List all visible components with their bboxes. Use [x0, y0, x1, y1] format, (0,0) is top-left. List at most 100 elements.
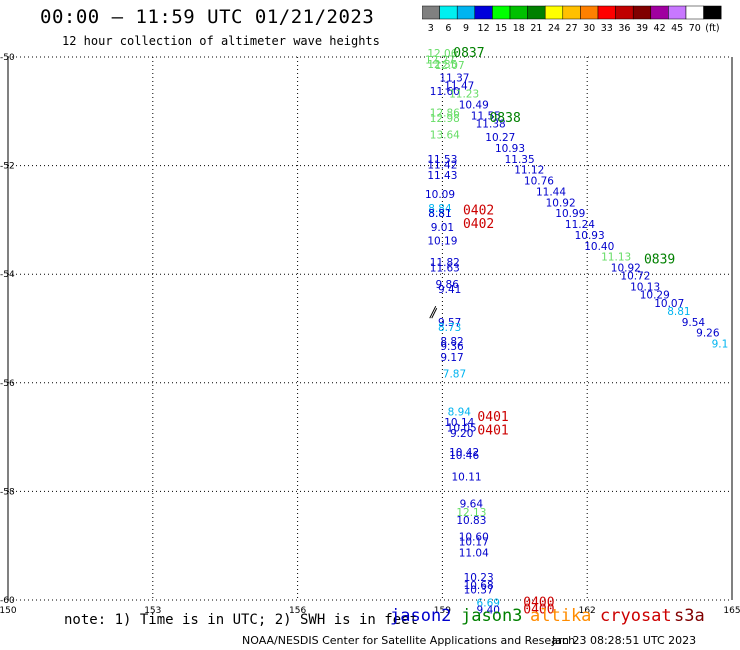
wave-height-point: 10.49: [459, 100, 489, 112]
pass-time-label: 0839: [644, 252, 675, 267]
wave-height-point: 10.23: [464, 572, 494, 584]
wave-height-point: 9.20: [450, 428, 473, 440]
wave-height-point: 10.60: [459, 531, 489, 543]
wave-height-point: 12.35: [427, 59, 457, 71]
y-tick-label: -56: [0, 379, 15, 389]
color-scale-label: 15: [495, 23, 507, 34]
wave-height-point: 9.40: [477, 605, 500, 617]
legend-jason2: jason2: [390, 606, 452, 626]
color-scale-label: 27: [566, 23, 578, 34]
x-tick-label: 162: [579, 606, 596, 616]
color-scale-label: 21: [530, 23, 542, 34]
pass-time-label: 0401: [477, 410, 508, 425]
wave-height-point: 10.92: [546, 197, 576, 209]
wave-height-point: 10.14: [444, 417, 474, 429]
pass-time-label: 0837: [453, 46, 484, 61]
wave-height-point: 10.68: [464, 580, 494, 592]
wave-height-point: 8.81: [428, 208, 451, 220]
wave-height-point: 11.44: [536, 186, 566, 198]
wave-height-point: 12.86: [430, 108, 460, 120]
color-scale-label: (ft): [705, 23, 719, 34]
wave-height-point: 10.42: [449, 447, 479, 459]
color-swatch: [703, 5, 722, 20]
wave-height-point: 8.81: [667, 306, 690, 318]
color-scale-label: 33: [601, 23, 613, 34]
wave-height-point: 10.19: [427, 235, 457, 247]
wave-height-point: 10.83: [456, 515, 486, 527]
color-scale-label: 42: [654, 23, 666, 34]
wave-height-point: 9.1: [712, 339, 729, 351]
wave-height-point: 11.82: [430, 257, 460, 269]
wave-height-point: 11.53: [427, 154, 457, 166]
wave-height-point: 9.36: [440, 341, 464, 353]
wave-height-point: 11.63: [430, 262, 460, 274]
y-tick-label: -54: [0, 270, 15, 280]
pass-time-label: 0401: [477, 423, 508, 438]
wave-height-point: 10.92: [611, 262, 641, 274]
wave-height-point: 9.17: [440, 352, 463, 364]
legend-s3a: s3a: [674, 606, 705, 626]
credit-line: NOAA/NESDIS Center for Satellite Applica…: [242, 634, 576, 647]
wave-height-point: 10.76: [524, 176, 554, 188]
wave-height-point: 10.07: [654, 298, 684, 310]
wave-height-point: 11.04: [459, 548, 489, 560]
wave-height-point: 9.41: [438, 284, 461, 296]
wave-height-point: 10.09: [425, 189, 455, 201]
color-scale-label: 12: [478, 23, 490, 34]
footer-note: note: 1) Time is in UTC; 2) SWH is in fe…: [64, 612, 419, 628]
wave-height-point: 12.13: [456, 507, 486, 519]
wave-height-point: 6.69: [477, 598, 500, 610]
legend-jason3: jason3: [461, 606, 523, 626]
wave-height-point: 12.98: [430, 113, 460, 125]
wave-height-point: 10.05: [447, 423, 477, 435]
wave-height-point: 10.72: [620, 271, 650, 283]
wave-height-point: 8.73: [438, 322, 461, 334]
wave-height-point: 11.42: [427, 159, 457, 171]
y-tick-label: -60: [0, 596, 15, 606]
color-scale-label: 6: [445, 23, 451, 34]
color-scale-label: 39: [636, 23, 648, 34]
chart-subtitle: 12 hour collection of altimeter wave hei…: [62, 34, 380, 48]
wave-height-point: 11.13: [601, 252, 631, 264]
wave-height-point: 11.60: [430, 86, 460, 98]
wave-height-point: 10.13: [630, 281, 660, 293]
y-tick-label: -50: [0, 53, 15, 63]
wave-height-point: 11.43: [427, 170, 457, 182]
wave-height-point: 11.35: [505, 154, 535, 166]
wave-height-point: 10.29: [640, 290, 670, 302]
y-tick-label: -52: [0, 162, 15, 172]
wave-height-point: 11.38: [476, 119, 506, 131]
wave-height-point: 9.57: [438, 317, 461, 329]
wave-height-point: 11.55: [471, 110, 501, 122]
wave-height-point: 11.47: [444, 81, 474, 93]
x-tick-label: 153: [144, 606, 161, 616]
wave-height-point: 12.07: [435, 60, 465, 72]
wave-height-point: 13.64: [430, 129, 460, 141]
x-tick-label: 150: [0, 606, 17, 616]
legend-altika: altika: [530, 606, 592, 626]
wave-height-point: 9.54: [682, 317, 706, 329]
pass-time-label: 0400: [523, 596, 554, 611]
wave-height-point: 8.81: [428, 208, 451, 220]
wave-height-point: 9.64: [460, 499, 484, 511]
wave-height-point: 11.23: [449, 89, 479, 101]
color-scale-label: 70: [689, 23, 701, 34]
wave-height-point: 11.37: [439, 72, 469, 84]
wave-height-point: 10.37: [464, 584, 494, 596]
color-scale-label: 3: [428, 23, 434, 34]
color-scale-label: 24: [548, 23, 560, 34]
color-scale-label: 18: [513, 23, 525, 34]
wave-height-point: 10.93: [575, 230, 605, 242]
x-tick-label: 156: [289, 606, 306, 616]
pass-time-label: 0400: [523, 603, 554, 618]
barb-marker: [429, 305, 438, 319]
wave-height-point: 10.27: [485, 132, 515, 144]
color-scale-label: 36: [618, 23, 630, 34]
wave-height-point: 8.84: [428, 203, 452, 215]
wave-height-point: 11.12: [514, 165, 544, 177]
color-scale-label: 30: [583, 23, 595, 34]
wave-height-point: 8.82: [440, 336, 463, 348]
wave-height-point: 8.94: [448, 406, 472, 418]
pass-time-label: 0838: [489, 111, 520, 126]
